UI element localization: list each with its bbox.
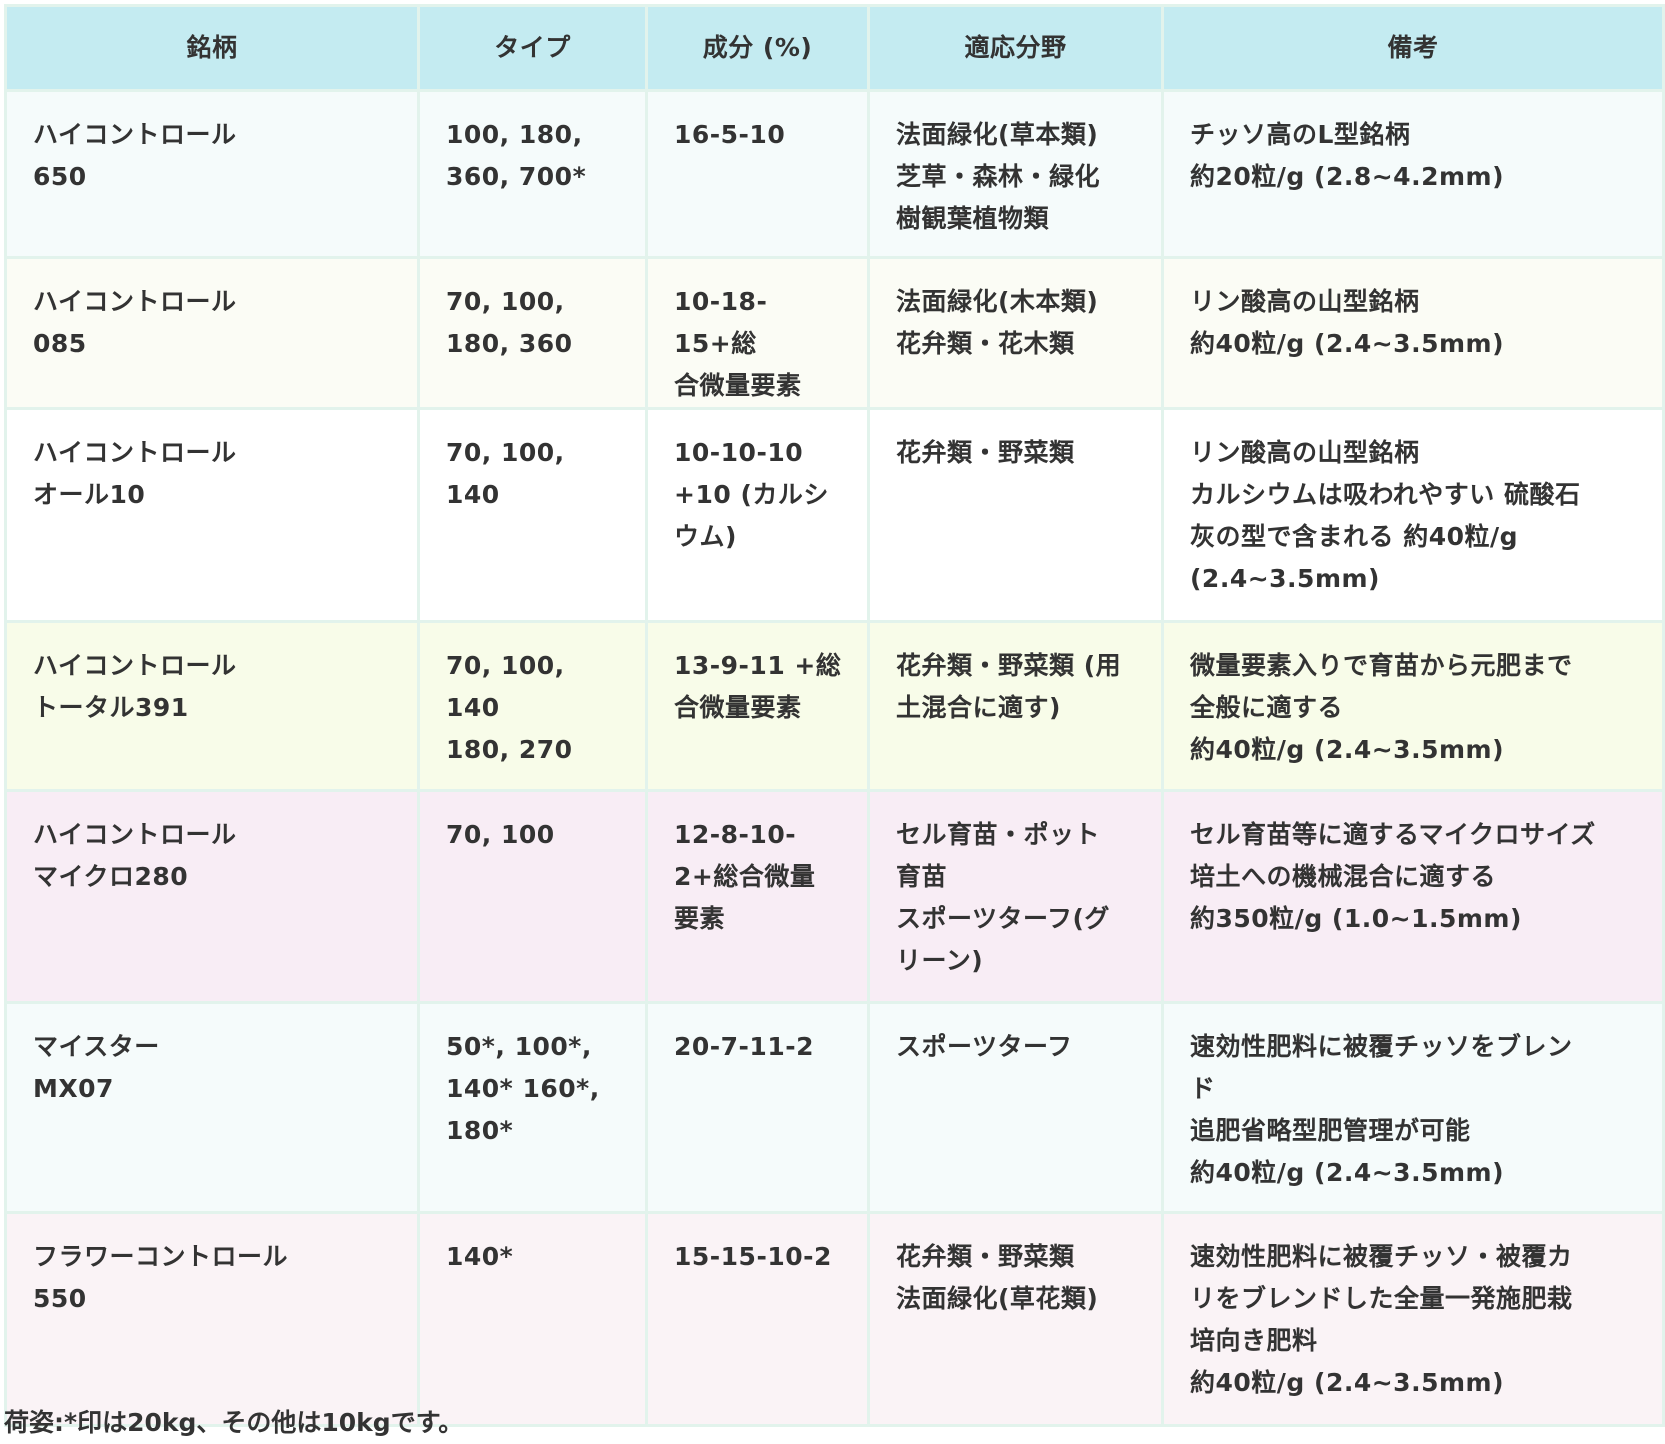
cell-notes: リン酸高の山型銘柄 カルシウムは吸われやすい 硫酸石 灰の型で含まれる 約40粒… <box>1161 407 1665 623</box>
cell-composition: 10-18-15+総 合微量要素 <box>645 256 870 410</box>
table-row: マイスター MX07 50*, 100*, 140* 160*, 180* 20-7… <box>4 1001 1665 1214</box>
header-brand: 銘柄 <box>4 4 420 92</box>
cell-composition: 10-10-10 +10 (カルシ ウム) <box>645 407 870 623</box>
cell-application: スポーツターフ <box>867 1001 1164 1214</box>
cell-type: 70, 100, 140 <box>417 407 648 623</box>
cell-brand: マイスター MX07 <box>4 1001 420 1214</box>
cell-notes: チッソ高のL型銘柄 約20粒/g (2.8~4.2mm) <box>1161 89 1665 259</box>
cell-application: 花弁類・野菜類 <box>867 407 1164 623</box>
cell-brand: ハイコントロール マイクロ280 <box>4 789 420 1004</box>
cell-composition: 20-7-11-2 <box>645 1001 870 1214</box>
table-row: ハイコントロール オール10 70, 100, 140 10-10-10 +10 (… <box>4 407 1665 623</box>
table-row: ハイコントロール 650 100, 180, 360, 700* 16-5-10 法面… <box>4 89 1665 259</box>
cell-composition: 15-15-10-2 <box>645 1211 870 1427</box>
cell-brand: ハイコントロール 085 <box>4 256 420 410</box>
header-row: 銘柄 タイプ 成分 (%) 適応分野 備考 <box>4 4 1665 92</box>
cell-notes: セル育苗等に適するマイクロサイズ 培土への機械混合に適する 約350粒/g (1… <box>1161 789 1665 1004</box>
cell-notes: 速効性肥料に被覆チッソをブレン ド 追肥省略型肥管理が可能 約40粒/g (2.… <box>1161 1001 1665 1214</box>
cell-composition: 12-8-10- 2+総合微量 要素 <box>645 789 870 1004</box>
cell-brand: フラワーコントロール 550 <box>4 1211 420 1427</box>
header-notes: 備考 <box>1161 4 1665 92</box>
cell-brand: ハイコントロール トータル391 <box>4 620 420 792</box>
cell-notes: 速効性肥料に被覆チッソ・被覆カ リをブレンドした全量一発施肥栽 培向き肥料 約4… <box>1161 1211 1665 1427</box>
packaging-note: 荷姿:*印は20kg、その他は10kgです。 <box>4 1408 464 1437</box>
table-row: ハイコントロール マイクロ280 70, 100 12-8-10- 2+総合微量 要… <box>4 789 1665 1004</box>
cell-type: 50*, 100*, 140* 160*, 180* <box>417 1001 648 1214</box>
cell-application: 花弁類・野菜類 (用 土混合に適す) <box>867 620 1164 792</box>
cell-composition: 16-5-10 <box>645 89 870 259</box>
cell-application: 法面緑化(木本類) 花弁類・花木類 <box>867 256 1164 410</box>
cell-application: 花弁類・野菜類 法面緑化(草花類) <box>867 1211 1164 1427</box>
cell-composition: 13-9-11 +総 合微量要素 <box>645 620 870 792</box>
table-row: ハイコントロール トータル391 70, 100, 140 180, 270 13-… <box>4 620 1665 792</box>
table-row: ハイコントロール 085 70, 100, 180, 360 10-18-15+総 … <box>4 256 1665 410</box>
cell-application: セル育苗・ポット 育苗 スポーツターフ(グ リーン) <box>867 789 1164 1004</box>
fertilizer-table: 銘柄 タイプ 成分 (%) 適応分野 備考 ハイコントロール 650 100, 1… <box>4 4 1665 1427</box>
cell-notes: 微量要素入りで育苗から元肥まで 全般に適する 約40粒/g (2.4~3.5mm… <box>1161 620 1665 792</box>
header-composition: 成分 (%) <box>645 4 870 92</box>
header-application: 適応分野 <box>867 4 1164 92</box>
cell-type: 100, 180, 360, 700* <box>417 89 648 259</box>
header-type: タイプ <box>417 4 648 92</box>
cell-application: 法面緑化(草本類) 芝草・森林・緑化 樹観葉植物類 <box>867 89 1164 259</box>
cell-type: 70, 100, 140 180, 270 <box>417 620 648 792</box>
cell-brand: ハイコントロール 650 <box>4 89 420 259</box>
cell-type: 70, 100, 180, 360 <box>417 256 648 410</box>
cell-type: 70, 100 <box>417 789 648 1004</box>
cell-notes: リン酸高の山型銘柄 約40粒/g (2.4~3.5mm) <box>1161 256 1665 410</box>
cell-brand: ハイコントロール オール10 <box>4 407 420 623</box>
cell-type: 140* <box>417 1211 648 1427</box>
table-row: フラワーコントロール 550 140* 15-15-10-2 花弁類・野菜類 法面緑化… <box>4 1211 1665 1427</box>
